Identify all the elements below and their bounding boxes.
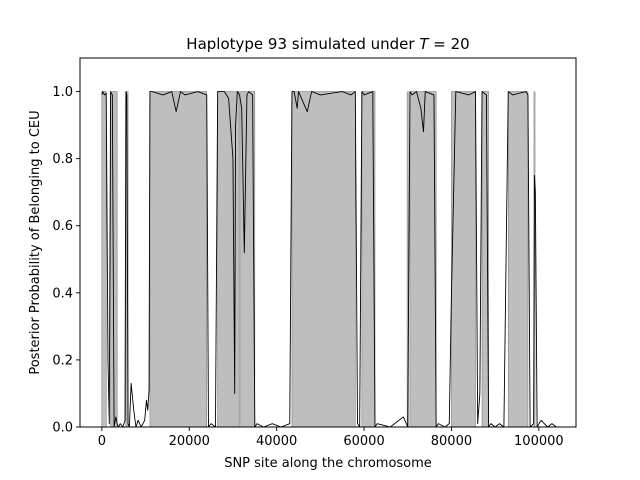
y-axis-label: Posterior Probability of Belonging to CE… [28, 110, 43, 374]
y-tick-label: 0.4 [52, 286, 73, 301]
chart-title-suffix: = 20 [429, 35, 470, 53]
shaded-segment-5 [217, 91, 256, 428]
y-tick-label: 0.6 [52, 219, 73, 234]
x-tick-label: 100000 [514, 434, 564, 449]
chart-title-italic: T [419, 35, 430, 53]
shaded-segment-6 [291, 91, 356, 428]
x-axis-ticks: 0 20000 40000 60000 80000 100000 [98, 427, 564, 449]
shaded-segment-8 [409, 91, 437, 428]
shaded-segment-4 [149, 91, 208, 428]
x-tick-label: 20000 [169, 434, 210, 449]
y-tick-label: 0.8 [52, 152, 73, 167]
posterior-probability-line [101, 91, 557, 428]
chart-title-prefix: Haplotype 93 simulated under [186, 35, 419, 53]
plot-area [101, 91, 557, 428]
x-tick-label: 40000 [256, 434, 297, 449]
x-tick-label: 60000 [343, 434, 384, 449]
shaded-segment-1 [101, 91, 107, 428]
chart-title: Haplotype 93 simulated under T = 20 [186, 35, 469, 53]
x-tick-label: 80000 [431, 434, 472, 449]
shaded-segments [101, 91, 529, 428]
y-tick-label: 0.2 [52, 353, 73, 368]
y-tick-label: 0.0 [52, 421, 73, 436]
x-tick-label: 0 [98, 434, 106, 449]
shaded-segment-11 [507, 91, 529, 428]
plot-frame [79, 57, 577, 428]
y-tick-label: 1.0 [52, 85, 73, 100]
y-axis-ticks: 0.0 0.2 0.4 0.6 0.8 1.0 [52, 85, 80, 436]
x-axis-label: SNP site along the chromosome [224, 456, 432, 471]
